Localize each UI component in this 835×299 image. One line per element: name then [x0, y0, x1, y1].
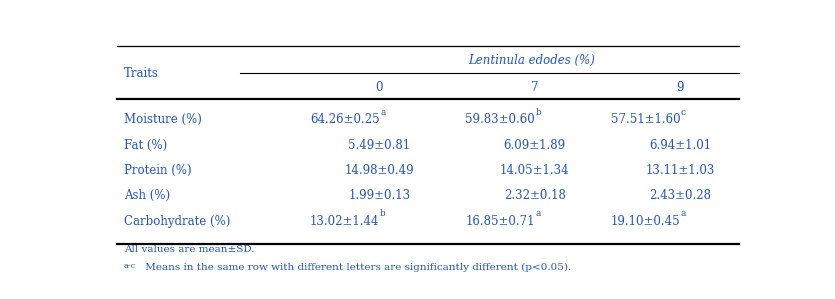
Text: All values are mean±SD.: All values are mean±SD. — [124, 245, 255, 254]
Text: Protein (%): Protein (%) — [124, 164, 191, 177]
Text: a-c: a-c — [124, 262, 136, 269]
Text: 6.94±1.01: 6.94±1.01 — [650, 139, 711, 152]
Text: 59.83±0.60: 59.83±0.60 — [465, 113, 534, 126]
Text: 14.05±1.34: 14.05±1.34 — [500, 164, 569, 177]
Text: 5.49±0.81: 5.49±0.81 — [348, 139, 411, 152]
Text: a: a — [380, 108, 386, 117]
Text: b: b — [535, 108, 541, 117]
Text: 6.09±1.89: 6.09±1.89 — [504, 139, 566, 152]
Text: 13.02±1.44: 13.02±1.44 — [310, 215, 379, 228]
Text: Carbohydrate (%): Carbohydrate (%) — [124, 215, 230, 228]
Text: 13.11±1.03: 13.11±1.03 — [645, 164, 715, 177]
Text: Means in the same row with different letters are significantly different (p<0.05: Means in the same row with different let… — [142, 263, 571, 272]
Text: 14.98±0.49: 14.98±0.49 — [345, 164, 414, 177]
Text: Ash (%): Ash (%) — [124, 189, 170, 202]
Text: c: c — [681, 108, 686, 117]
Text: 16.85±0.71: 16.85±0.71 — [465, 215, 534, 228]
Text: 19.10±0.45: 19.10±0.45 — [610, 215, 681, 228]
Text: 2.32±0.18: 2.32±0.18 — [504, 189, 565, 202]
Text: Fat (%): Fat (%) — [124, 139, 167, 152]
Text: 2.43±0.28: 2.43±0.28 — [650, 189, 711, 202]
Text: 0: 0 — [376, 81, 383, 94]
Text: Lentinula edodes (%): Lentinula edodes (%) — [468, 54, 595, 67]
Text: 64.26±0.25: 64.26±0.25 — [310, 113, 379, 126]
Text: Traits: Traits — [124, 67, 159, 80]
Text: 57.51±1.60: 57.51±1.60 — [610, 113, 681, 126]
Text: 9: 9 — [676, 81, 684, 94]
Text: Moisture (%): Moisture (%) — [124, 113, 202, 126]
Text: 7: 7 — [531, 81, 539, 94]
Text: a: a — [535, 209, 541, 218]
Text: a: a — [681, 209, 686, 218]
Text: 1.99±0.13: 1.99±0.13 — [348, 189, 411, 202]
Text: b: b — [380, 209, 386, 218]
